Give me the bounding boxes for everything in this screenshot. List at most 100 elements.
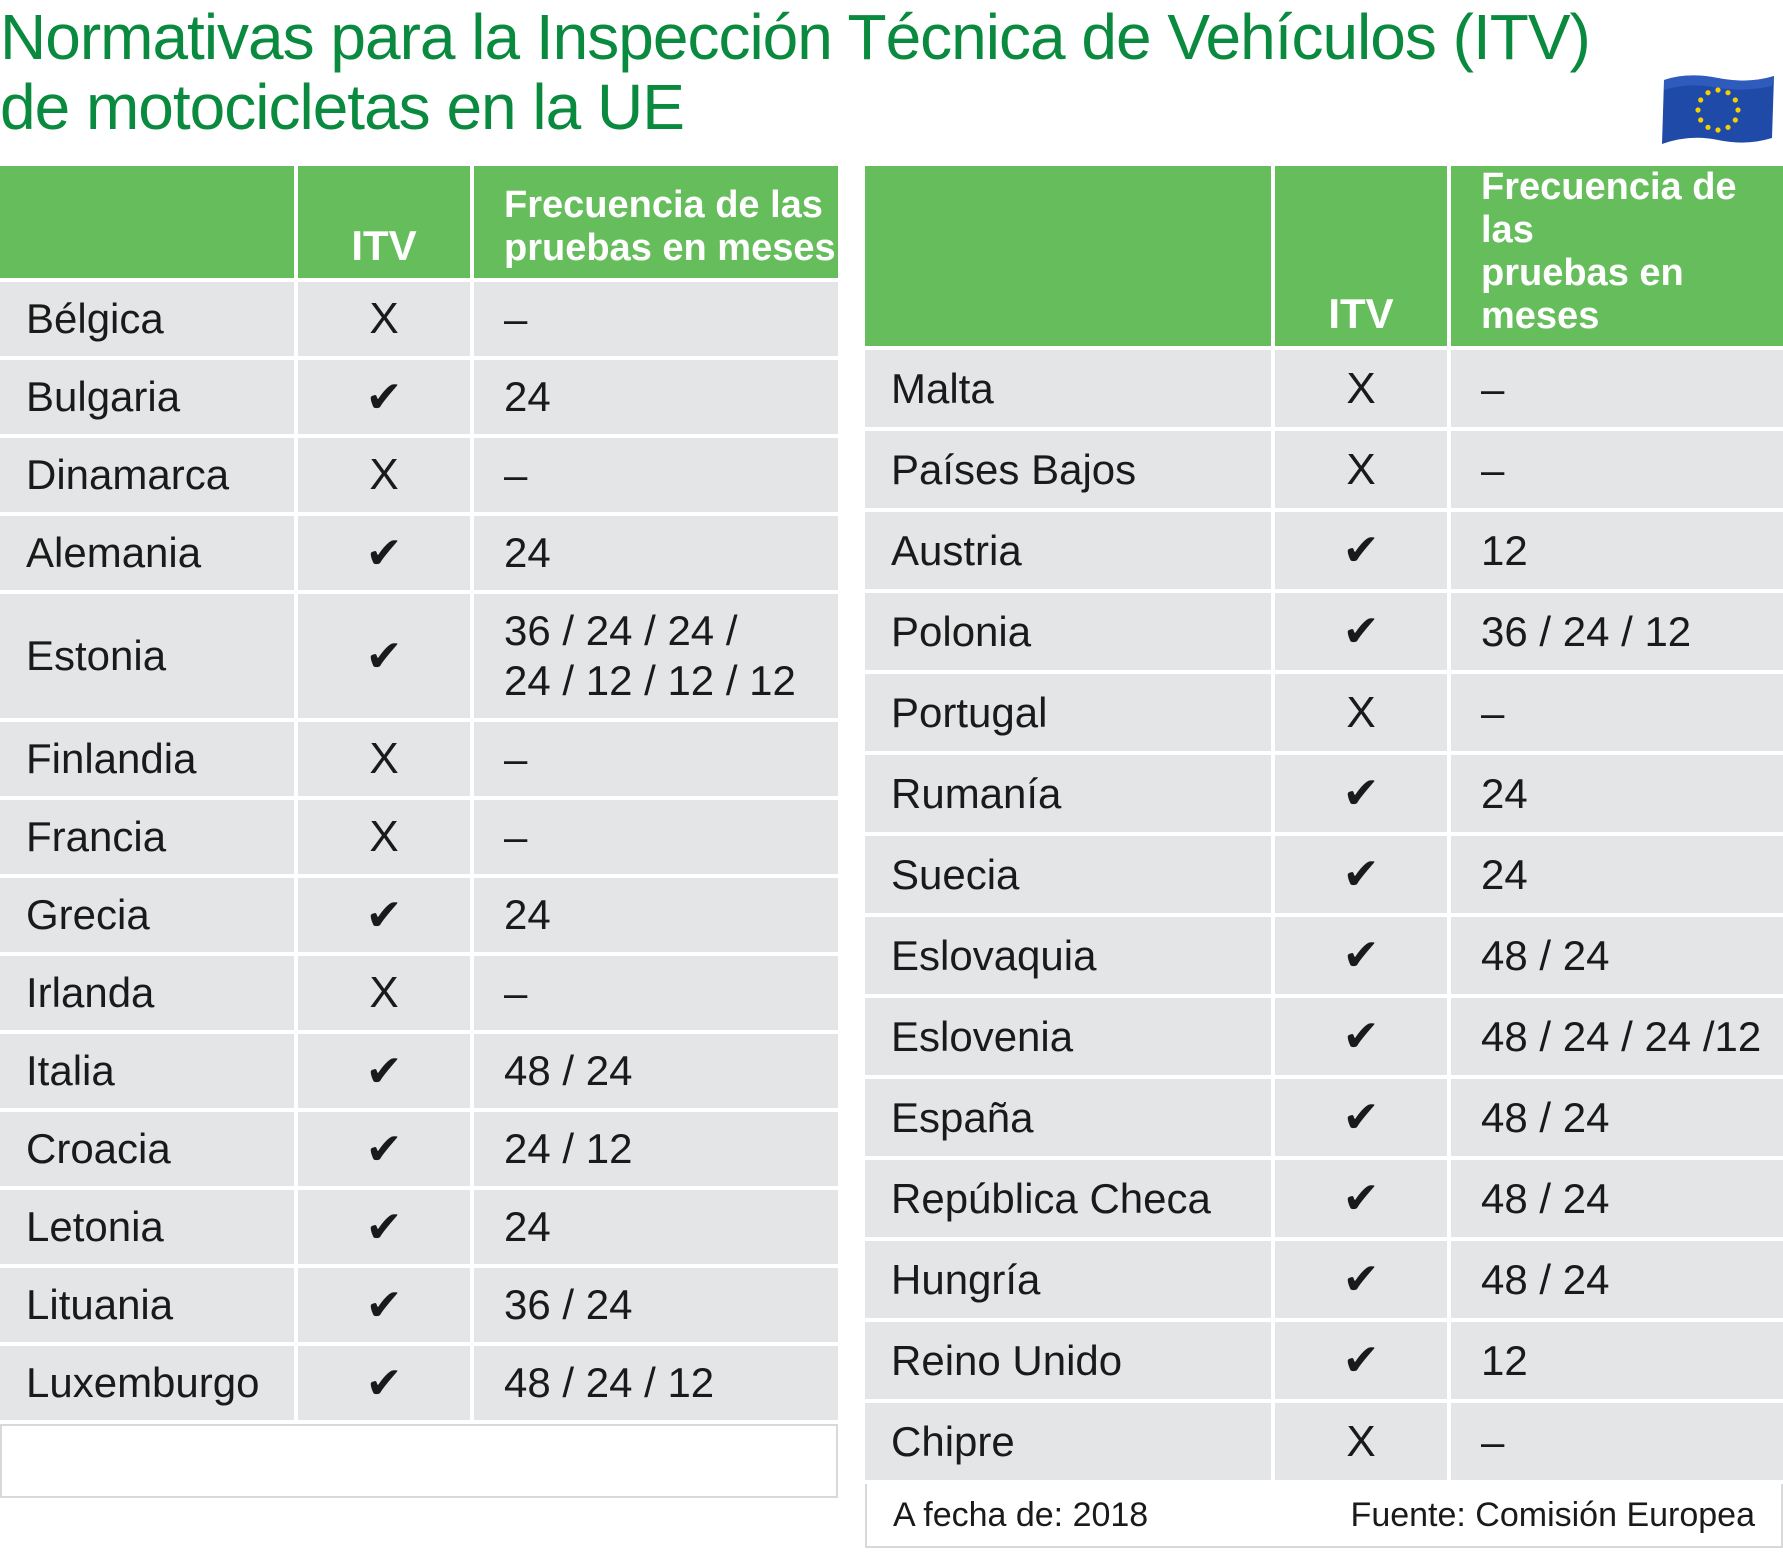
- frequency-cell: –: [474, 722, 838, 796]
- frequency-cell: 24 / 12: [474, 1112, 838, 1186]
- country-cell: Irlanda: [0, 956, 298, 1030]
- left-table: ITV Frecuencia de las pruebas en meses Bé…: [0, 162, 838, 1502]
- frequency-text: –: [504, 735, 528, 782]
- table-row: Polonia ✔ 36 / 24 / 12: [865, 593, 1783, 670]
- itv-status-cell: X: [1275, 1403, 1451, 1480]
- itv-status-cell: ✔: [1275, 593, 1451, 670]
- frequency-text: 48 / 24: [1481, 931, 1610, 979]
- country-cell: Francia: [0, 800, 298, 874]
- frequency-cell: 24: [474, 878, 838, 952]
- table-row: Estonia ✔ 36 / 24 / 24 /24 / 12 / 12 / 12: [0, 594, 838, 718]
- country-cell: Croacia: [0, 1112, 298, 1186]
- country-cell: Estonia: [0, 594, 298, 718]
- frequency-cell: 48 / 24: [1451, 917, 1783, 994]
- itv-status-cell: ✔: [1275, 836, 1451, 913]
- table-row: Croacia ✔ 24 / 12: [0, 1112, 838, 1186]
- frequency-text: 24: [504, 1203, 551, 1250]
- country-cell: Austria: [865, 512, 1275, 589]
- frequency-cell: –: [1451, 431, 1783, 508]
- table-header-row: ITV Frecuencia de las pruebas en meses: [0, 166, 838, 278]
- country-cell: Portugal: [865, 674, 1275, 751]
- table-row: Luxemburgo ✔ 48 / 24 / 12: [0, 1346, 838, 1420]
- itv-status-cell: X: [1275, 431, 1451, 508]
- country-cell: Lituania: [0, 1268, 298, 1342]
- table-row: Italia ✔ 48 / 24: [0, 1034, 838, 1108]
- table-row: Portugal X –: [865, 674, 1783, 751]
- itv-status-cell: X: [298, 956, 474, 1030]
- country-cell: España: [865, 1079, 1275, 1156]
- table-row: Dinamarca X –: [0, 438, 838, 512]
- frequency-text: –: [504, 295, 528, 342]
- frequency-text: 12: [1481, 526, 1528, 574]
- frequency-text: –: [504, 813, 528, 860]
- frequency-cell: 48 / 24 / 12: [474, 1346, 838, 1420]
- frequency-text: 36 / 24 / 24 /: [504, 607, 738, 654]
- frequency-text: 24: [504, 529, 551, 576]
- itv-status-cell: ✔: [298, 1268, 474, 1342]
- table-row: Lituania ✔ 36 / 24: [0, 1268, 838, 1342]
- country-cell: República Checa: [865, 1160, 1275, 1237]
- itv-status-cell: ✔: [1275, 998, 1451, 1075]
- frequency-text: –: [1481, 364, 1505, 412]
- itv-status-cell: ✔: [1275, 1322, 1451, 1399]
- table-row: Finlandia X –: [0, 722, 838, 796]
- table-row: Bulgaria ✔ 24: [0, 360, 838, 434]
- frequency-text: 24: [504, 373, 551, 420]
- frequency-cell: 24: [1451, 836, 1783, 913]
- frequency-text: 12: [1481, 1336, 1528, 1384]
- itv-status-cell: X: [298, 722, 474, 796]
- country-cell: Italia: [0, 1034, 298, 1108]
- frequency-text: –: [504, 969, 528, 1016]
- itv-status-cell: X: [298, 282, 474, 356]
- right-table-panel: ITV Frecuencia de las pruebas en meses Ma…: [865, 166, 1783, 1548]
- frequency-text: –: [1481, 445, 1505, 493]
- itv-status-cell: X: [298, 800, 474, 874]
- frequency-cell: 24: [1451, 755, 1783, 832]
- eu-flag-icon: [1662, 75, 1774, 144]
- country-cell: Dinamarca: [0, 438, 298, 512]
- frequency-text: 36 / 24: [504, 1281, 633, 1328]
- frequency-cell: 24: [474, 360, 838, 434]
- itv-status-cell: X: [1275, 674, 1451, 751]
- table-row: Francia X –: [0, 800, 838, 874]
- itv-status-cell: ✔: [1275, 755, 1451, 832]
- itv-status-cell: ✔: [1275, 1160, 1451, 1237]
- itv-status-cell: ✔: [298, 516, 474, 590]
- frequency-text: –: [1481, 688, 1505, 736]
- itv-status-cell: ✔: [298, 594, 474, 718]
- frequency-cell: –: [474, 282, 838, 356]
- itv-status-cell: ✔: [1275, 1079, 1451, 1156]
- itv-status-cell: X: [1275, 350, 1451, 427]
- itv-status-cell: ✔: [1275, 512, 1451, 589]
- frequency-cell: 24: [474, 1190, 838, 1264]
- frequency-text: 48 / 24: [504, 1047, 633, 1094]
- frequency-text: 24: [1481, 769, 1528, 817]
- table-row: Países Bajos X –: [865, 431, 1783, 508]
- header-frequency: Frecuencia de las pruebas en meses: [1451, 166, 1783, 346]
- header-itv: ITV: [1275, 166, 1451, 346]
- header-itv: ITV: [298, 166, 474, 278]
- frequency-cell: –: [474, 956, 838, 1030]
- frequency-cell: 12: [1451, 512, 1783, 589]
- country-cell: Chipre: [865, 1403, 1275, 1480]
- table-row: Eslovaquia ✔ 48 / 24: [865, 917, 1783, 994]
- country-cell: Luxemburgo: [0, 1346, 298, 1420]
- itv-status-cell: ✔: [298, 878, 474, 952]
- frequency-cell: –: [1451, 1403, 1783, 1480]
- table-row: Eslovenia ✔ 48 / 24 / 24 /12: [865, 998, 1783, 1075]
- frequency-text: –: [504, 451, 528, 498]
- table-row: Suecia ✔ 24: [865, 836, 1783, 913]
- frequency-cell: 24: [474, 516, 838, 590]
- footer-date: A fecha de: 2018: [893, 1495, 1149, 1534]
- table-row: Chipre X –: [865, 1403, 1783, 1480]
- footer-source: Fuente: Comisión Europea: [1350, 1495, 1755, 1534]
- page-title: Normativas para la Inspección Técnica de…: [0, 2, 1591, 142]
- itv-status-cell: ✔: [1275, 917, 1451, 994]
- table-row: Reino Unido ✔ 12: [865, 1322, 1783, 1399]
- header-country: [865, 166, 1275, 346]
- header-frequency: Frecuencia de las pruebas en meses: [474, 166, 838, 278]
- frequency-cell: –: [1451, 674, 1783, 751]
- frequency-cell: 48 / 24: [1451, 1160, 1783, 1237]
- frequency-text: 48 / 24 / 12: [504, 1359, 715, 1406]
- country-cell: Alemania: [0, 516, 298, 590]
